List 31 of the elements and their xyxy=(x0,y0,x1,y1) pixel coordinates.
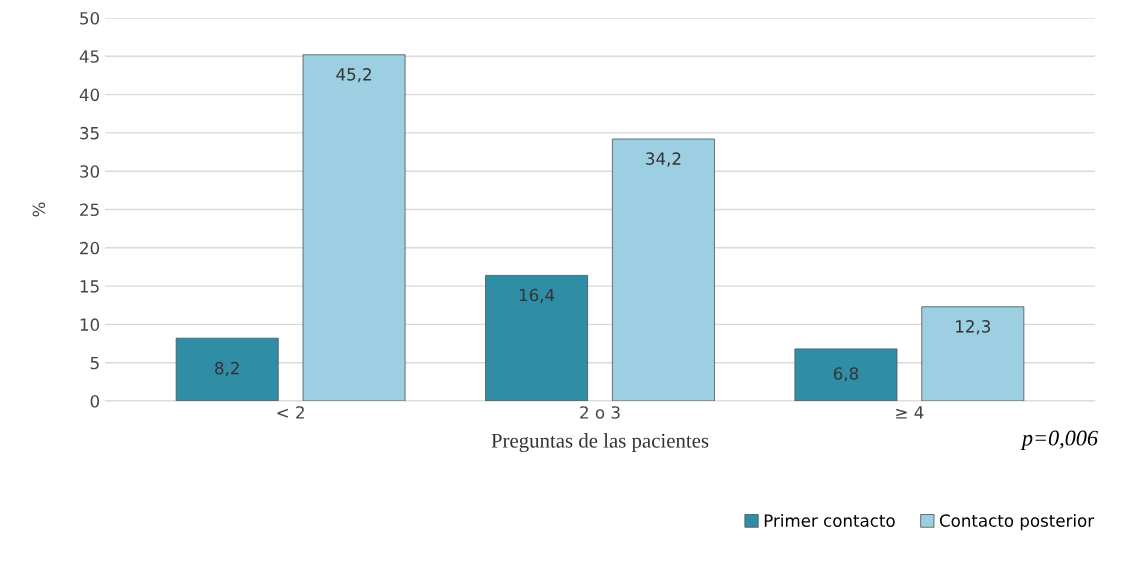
bar xyxy=(794,348,898,401)
bar xyxy=(485,274,589,401)
data-label: 6,8 xyxy=(833,367,859,382)
data-label: 34,2 xyxy=(646,152,681,167)
x-tick-label: 2 o 3 xyxy=(580,406,620,419)
y-tick-label: 40 xyxy=(79,88,100,102)
y-tick-label: 25 xyxy=(80,203,99,217)
data-label: 8,2 xyxy=(215,361,239,377)
bar xyxy=(175,337,279,401)
y-tick-label: 15 xyxy=(80,280,99,293)
y-tick-label: 0 xyxy=(90,394,100,408)
data-label: 16,4 xyxy=(519,288,555,303)
legend-label: Primer contacto xyxy=(764,514,895,527)
x-axis-title: Preguntas de las pacientes xyxy=(491,433,709,453)
bar xyxy=(302,54,406,401)
y-tick-label: 20 xyxy=(80,241,100,255)
bar xyxy=(921,306,1025,401)
text: p=0,006 xyxy=(1020,430,1098,451)
y-tick-label: 45 xyxy=(79,50,99,63)
y-tick-label: 5 xyxy=(90,356,99,370)
y-tick-label: 10 xyxy=(80,318,100,331)
data-label: 45,2 xyxy=(336,68,371,83)
bar xyxy=(611,138,715,401)
y-tick-label: 30 xyxy=(80,165,100,178)
y-tick-label: 50 xyxy=(80,11,100,25)
y-tick-label: 35 xyxy=(80,126,99,140)
x-tick-label: ≥ 4 xyxy=(896,406,924,419)
y-axis-title: % xyxy=(32,202,46,217)
data-label: 12,3 xyxy=(956,320,991,335)
x-tick-label: < 2 xyxy=(277,406,304,419)
legend-label: Contacto posterior xyxy=(939,514,1095,531)
